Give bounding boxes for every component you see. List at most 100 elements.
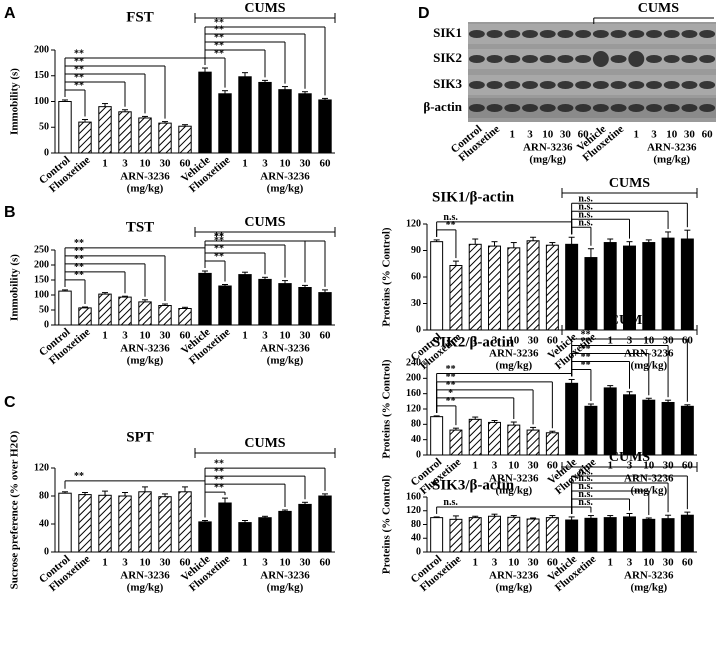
x-tick-label: 10	[508, 557, 520, 569]
bar	[138, 491, 152, 553]
blot-row-label: β-actin	[423, 99, 462, 114]
blot-strip	[468, 49, 716, 69]
x-tick-label: 3	[627, 557, 633, 569]
bar	[526, 240, 540, 331]
x-tick-label: 10	[280, 330, 292, 342]
bar	[545, 517, 559, 553]
significance-label: **	[581, 352, 591, 363]
significance-label: **	[214, 24, 224, 35]
bar	[138, 117, 152, 154]
bar	[78, 494, 92, 553]
significance-label: n.s.	[578, 466, 593, 477]
blot-band	[699, 55, 716, 63]
blot-band	[592, 30, 609, 38]
blot-band	[646, 104, 662, 112]
blot-band	[646, 81, 662, 89]
bar	[430, 241, 444, 331]
significance-label: **	[581, 329, 591, 340]
bar	[507, 516, 521, 553]
blot-band	[522, 30, 538, 38]
y-tick-label: 250	[34, 244, 49, 255]
significance-label: **	[214, 482, 224, 493]
bar	[584, 517, 598, 553]
blot-band	[522, 81, 538, 89]
blot-band	[663, 55, 680, 63]
y-tick-label: 120	[406, 403, 421, 414]
y-axis-label: Immobility (s)	[9, 68, 21, 135]
bar	[623, 516, 636, 553]
significance-label: **	[74, 254, 84, 265]
x-tick-label: 1	[242, 330, 248, 342]
blot-band	[539, 55, 556, 63]
bar	[58, 101, 72, 154]
chart-title: SPT	[126, 429, 154, 445]
significance-label: n.s.	[578, 497, 593, 508]
significance-label: **	[74, 64, 84, 75]
bar	[661, 518, 675, 553]
significance-label: **	[214, 243, 224, 254]
x-tick-label: 60	[180, 330, 192, 342]
bar	[584, 405, 598, 456]
bar	[565, 519, 579, 553]
y-tick-label: 240	[406, 357, 421, 368]
bar	[642, 399, 656, 456]
bar	[138, 301, 152, 326]
x-tick-label: 10	[280, 158, 292, 170]
y-tick-label: 50	[39, 122, 49, 133]
significance-label: n.s.	[578, 210, 593, 221]
blot-band	[681, 30, 698, 38]
bar	[78, 121, 92, 154]
blot-band	[610, 104, 627, 112]
significance-label: **	[446, 380, 456, 391]
cums-label: CUMS	[638, 1, 679, 16]
blot-band	[575, 55, 592, 63]
blot-band	[539, 104, 556, 112]
blot-band	[557, 81, 574, 89]
y-tick-label: 80	[39, 490, 49, 501]
bar	[198, 272, 212, 326]
significance-label: **	[74, 246, 84, 257]
y-tick-label: 150	[34, 274, 49, 285]
blot-band	[592, 51, 609, 67]
blot-band	[504, 81, 521, 89]
blot-band	[646, 55, 662, 63]
blot-category: 60	[578, 129, 590, 141]
x-tick-label: 10	[643, 460, 655, 472]
significance-label: **	[214, 251, 224, 262]
bar	[98, 293, 112, 326]
bar	[58, 492, 72, 553]
x-tick-label: 3	[627, 335, 633, 347]
significance-label: **	[214, 466, 224, 477]
bar	[218, 285, 232, 326]
y-tick-label: 90	[411, 245, 421, 256]
cums-label: CUMS	[609, 313, 650, 328]
blot-band	[628, 104, 645, 112]
y-tick-label: 0	[416, 449, 421, 460]
significance-label: **	[74, 471, 84, 482]
significance-label: n.s.	[578, 218, 593, 229]
group-label: (mg/kg)	[495, 582, 532, 594]
blot-band	[575, 81, 592, 89]
group-label: ARN-3236	[624, 570, 674, 582]
significance-label: **	[214, 474, 224, 485]
x-tick-label: 1	[102, 158, 108, 170]
bar	[178, 308, 192, 326]
group-label: (mg/kg)	[495, 360, 532, 372]
blot-band	[557, 104, 574, 112]
blot-band	[663, 30, 680, 38]
significance-label: **	[74, 270, 84, 281]
group-label: ARN-3236	[260, 343, 310, 355]
bar	[507, 247, 521, 331]
y-tick-label: 0	[44, 319, 49, 330]
significance-label: **	[581, 360, 591, 371]
bar	[430, 416, 444, 456]
y-tick-label: 0	[416, 546, 421, 557]
x-tick-label: 3	[627, 460, 633, 472]
x-tick-label: 10	[140, 158, 152, 170]
significance-label: **	[74, 72, 84, 83]
bar	[449, 518, 463, 553]
y-axis-label: Proteins (% Control)	[381, 227, 393, 327]
bar	[278, 89, 292, 154]
bar	[526, 518, 540, 553]
x-tick-label: 10	[643, 557, 655, 569]
